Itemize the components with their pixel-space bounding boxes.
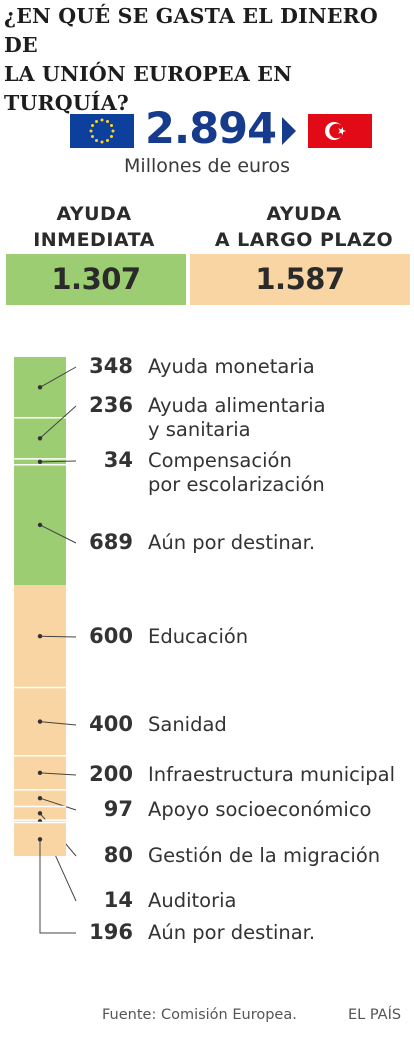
crescent-star-icon (325, 122, 346, 140)
category-immediate-total: 1.307 (6, 254, 186, 305)
value-label-immediate-4: 689 (89, 530, 133, 554)
category-long-term-heading-line-2: A LARGO PLAZO (214, 229, 394, 251)
segment-label-long-term-1: Educación (148, 625, 248, 648)
segment-label-immediate-1: Ayuda monetaria (148, 355, 315, 378)
segment-label-long-term-2: Sanidad (148, 713, 227, 736)
segment-label-immediate-4: Aún por destinar. (148, 531, 315, 554)
value-label-long-term-5: 80 (104, 843, 133, 867)
value-label-long-term-7: 196 (89, 920, 133, 944)
turkey-flag-icon (308, 114, 372, 148)
segment-label-long-term-5: Gestión de la migración (148, 844, 380, 867)
callout-line-long-term-1 (39, 635, 77, 638)
callout-dot-immediate-1 (37, 385, 43, 390)
value-label-long-term-1: 600 (89, 624, 133, 648)
callout-line-immediate-1 (39, 366, 77, 388)
total-unit: Millones de euros (124, 155, 290, 177)
callout-dot-long-term-5 (37, 811, 43, 816)
segment-label-long-term-7: Aún por destinar. (148, 921, 315, 944)
stacked-bar-chart: 348 Ayuda monetaria 236 Ayuda alimentariay … (14, 354, 395, 944)
callout-dot-long-term-3 (37, 770, 43, 776)
value-label-long-term-4: 97 (104, 797, 133, 821)
callout-dot-immediate-3 (37, 459, 43, 465)
callout-dot-long-term-4 (37, 795, 43, 801)
callout-dot-immediate-2 (37, 436, 43, 441)
category-immediate-heading-line-2: INMEDIATA (33, 229, 155, 251)
total-amount: 2.894 (145, 104, 277, 154)
category-long-term-heading-line-1: AYUDA (266, 203, 342, 225)
value-label-long-term-3: 200 (89, 762, 133, 786)
callout-line-immediate-3 (39, 460, 77, 463)
callout-line-long-term-4 (39, 797, 77, 811)
category-immediate-heading: AYUDA INMEDIATA (0, 201, 194, 253)
callout-dot-long-term-1 (37, 634, 43, 639)
value-label-immediate-2: 236 (89, 393, 133, 417)
segment-label-immediate-3-line-2: por escolarización (148, 473, 325, 496)
callout-line-long-term-7 (39, 839, 76, 934)
value-label-immediate-1: 348 (89, 354, 133, 378)
source-note: Fuente: Comisión Europea. (102, 1007, 297, 1023)
chart-title: ¿EN QUÉ SE GASTA EL DINERO DE LA UNIÓN E… (4, 2, 410, 118)
category-long-term-total: 1.587 (190, 254, 410, 305)
value-label-long-term-6: 14 (104, 888, 133, 912)
callout-line-long-term-2 (39, 721, 77, 726)
eu-stars-icon (89, 118, 115, 144)
value-label-immediate-3: 34 (104, 448, 133, 472)
chart-title-line-2: LA UNIÓN EUROPEA EN TURQUÍA? (4, 62, 293, 115)
segment-label-long-term-3: Infraestructura municipal (148, 763, 395, 786)
callout-dot-immediate-4 (37, 522, 43, 528)
category-immediate-heading-line-1: AYUDA (56, 203, 132, 225)
category-long-term-heading: AYUDA A LARGO PLAZO (204, 201, 404, 253)
publisher-name: EL PAÍS (348, 1007, 402, 1023)
segment-label-long-term-4: Apoyo socioeconómico (148, 798, 371, 821)
callout-line-long-term-3 (39, 772, 77, 776)
callout-dot-long-term-7 (37, 837, 43, 842)
segment-label-immediate-2-line-2: y sanitaria (148, 418, 251, 441)
segment-label-immediate-2: Ayuda alimentaria (148, 394, 326, 417)
eu-flag-icon (70, 114, 134, 148)
segment-label-long-term-6: Auditoria (148, 889, 236, 912)
callout-line-immediate-4 (39, 524, 77, 544)
callout-dot-long-term-2 (37, 719, 43, 724)
segment-label-immediate-3: Compensación (148, 449, 292, 472)
callout-line-immediate-2 (39, 405, 77, 439)
chart-title-line-1: ¿EN QUÉ SE GASTA EL DINERO DE (4, 4, 378, 57)
value-label-long-term-2: 400 (89, 712, 133, 736)
arrow-right-icon (282, 117, 296, 145)
